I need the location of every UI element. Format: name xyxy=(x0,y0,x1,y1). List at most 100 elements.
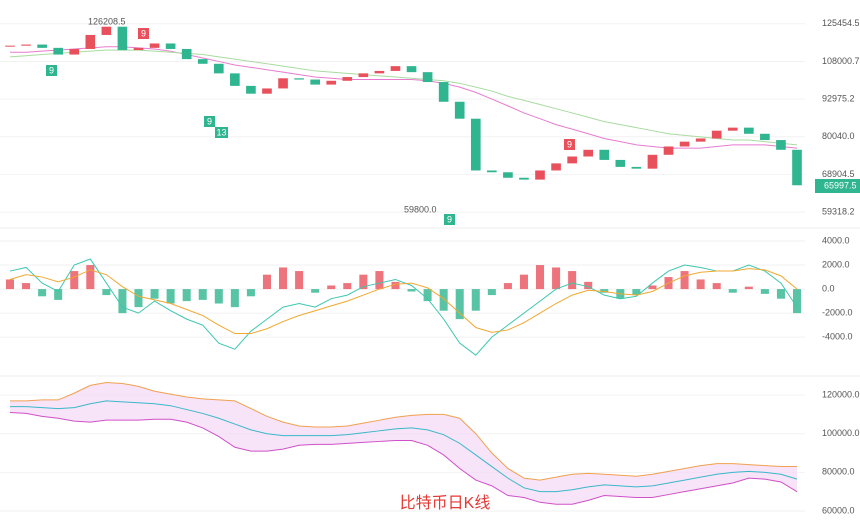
candle xyxy=(438,82,449,102)
badge-text: 9 xyxy=(447,214,452,224)
badge xyxy=(46,65,57,76)
macd-bar xyxy=(182,289,191,302)
candle xyxy=(583,149,594,157)
candle xyxy=(792,149,802,186)
macd-bar xyxy=(86,265,95,290)
badge xyxy=(444,214,455,225)
y-tick-label: 80040.0 xyxy=(822,131,855,141)
macd-bar xyxy=(696,279,705,290)
macd-bar xyxy=(166,289,175,304)
macd-bar xyxy=(584,281,593,290)
macd-bar xyxy=(439,289,448,311)
line xyxy=(10,382,797,481)
candle xyxy=(390,66,401,71)
candle xyxy=(519,177,529,180)
y-tick-label: 59318.2 xyxy=(822,206,855,216)
macd-bar xyxy=(295,271,304,290)
candle xyxy=(374,70,385,74)
macd-bar xyxy=(54,289,63,300)
macd-bar xyxy=(5,279,15,290)
macd-bar xyxy=(246,289,255,297)
y-tick-label: 108000.7 xyxy=(822,56,860,66)
macd-bar xyxy=(134,289,143,308)
candle xyxy=(262,88,272,94)
macd-bar xyxy=(375,271,384,290)
macd-bar xyxy=(279,267,288,290)
line xyxy=(10,46,798,149)
candle xyxy=(69,48,80,55)
candle xyxy=(85,34,96,49)
macd-bar xyxy=(487,289,496,296)
badge xyxy=(138,28,149,39)
candle xyxy=(615,159,626,167)
candle xyxy=(310,79,320,85)
candle xyxy=(230,73,240,86)
candle xyxy=(647,154,658,169)
candle xyxy=(503,172,513,178)
line xyxy=(9,258,798,356)
candle xyxy=(149,43,160,48)
macd-bar xyxy=(536,265,545,290)
y-tick-label: 120000.0 xyxy=(822,389,860,399)
macd-bar xyxy=(359,274,368,290)
candle xyxy=(21,44,31,46)
macd-bar xyxy=(600,289,609,293)
line xyxy=(9,411,798,505)
macd-bar xyxy=(519,274,528,290)
badges: 9 9 9 13 9 9 xyxy=(46,28,575,225)
macd-bar xyxy=(262,274,271,290)
y-tick-label: 2000.0 xyxy=(822,259,850,269)
badge xyxy=(564,139,575,150)
watermark: 比特币日K线 xyxy=(400,494,491,512)
y-tick-label: 4000.0 xyxy=(822,235,850,245)
macd-bar xyxy=(471,289,480,311)
macd-bar xyxy=(22,283,31,290)
candle xyxy=(213,63,224,74)
macd-bar xyxy=(728,289,737,293)
candle xyxy=(663,146,674,155)
candle xyxy=(631,166,642,169)
candle xyxy=(133,47,144,51)
candle xyxy=(454,101,465,119)
candle xyxy=(727,127,738,131)
candle xyxy=(53,47,64,55)
y-tick-label: 60000.0 xyxy=(822,505,855,515)
macd-bar xyxy=(712,283,721,290)
macd-bar xyxy=(198,289,207,300)
macd-bar xyxy=(632,289,641,296)
badge-text: 9 xyxy=(141,28,146,38)
candle xyxy=(278,78,288,89)
y-tick-label: 92975.2 xyxy=(822,93,855,103)
candle xyxy=(487,170,497,173)
y-tick-label: 0.0 xyxy=(822,283,835,293)
badge-text: 9 xyxy=(567,139,572,149)
candle xyxy=(711,130,722,139)
candle xyxy=(181,48,192,60)
macd-bar xyxy=(118,289,127,314)
macd-bar xyxy=(327,285,336,290)
badge-text: 9 xyxy=(207,116,212,126)
badge-text: 9 xyxy=(49,65,54,75)
candle xyxy=(599,149,610,160)
macd-bar xyxy=(503,283,512,290)
line xyxy=(9,268,798,335)
candle xyxy=(117,26,128,51)
macd-bar xyxy=(760,289,769,294)
candle xyxy=(567,156,577,164)
macd-bar xyxy=(792,289,802,314)
macd-bar xyxy=(552,267,561,290)
candle xyxy=(358,73,369,78)
line xyxy=(9,49,798,146)
candle xyxy=(197,59,208,64)
candle xyxy=(37,44,47,48)
macd-bar xyxy=(102,289,111,296)
macd-bar xyxy=(38,289,47,297)
macd-bar xyxy=(70,271,79,290)
candle xyxy=(294,78,304,80)
candle xyxy=(695,138,706,142)
candle xyxy=(551,163,561,171)
candle xyxy=(406,66,417,73)
candle xyxy=(326,80,337,85)
badge xyxy=(204,116,215,127)
